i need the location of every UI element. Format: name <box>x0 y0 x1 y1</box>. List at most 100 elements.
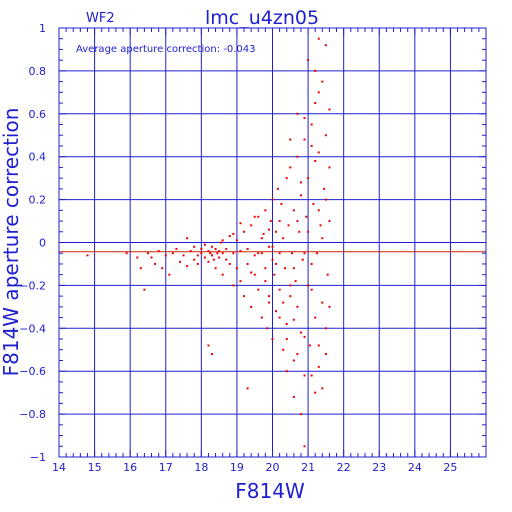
data-point <box>157 250 160 253</box>
data-point <box>235 239 238 242</box>
data-points <box>86 37 331 448</box>
data-point <box>303 117 306 120</box>
data-point <box>200 252 203 255</box>
data-point <box>232 252 235 255</box>
data-point <box>282 348 285 351</box>
data-point <box>324 353 327 356</box>
data-point <box>168 273 171 276</box>
data-point <box>266 327 269 330</box>
data-point <box>301 258 304 261</box>
data-point <box>321 237 324 240</box>
x-tick-label: 23 <box>372 461 386 474</box>
data-point <box>196 262 199 265</box>
data-point <box>278 220 281 223</box>
data-point <box>175 247 178 250</box>
data-point <box>161 267 164 270</box>
data-point <box>239 280 242 283</box>
data-point <box>317 37 320 40</box>
data-point <box>207 260 210 263</box>
data-point <box>196 254 199 257</box>
y-tick-label: −1 <box>30 451 46 464</box>
data-point <box>282 237 285 240</box>
data-point <box>299 181 302 184</box>
data-point <box>303 335 306 338</box>
y-tick-label: 1 <box>39 22 46 35</box>
y-tick-label: −0.8 <box>19 408 46 421</box>
data-point <box>317 344 320 347</box>
data-point <box>317 91 320 94</box>
data-point <box>324 198 327 201</box>
data-point <box>136 256 139 259</box>
data-point <box>186 265 189 268</box>
y-tick-labels: −1 −0.8 −0.6 −0.4 −0.2 0 0.2 0.4 0.6 0.8 1 <box>19 22 46 464</box>
data-point <box>267 245 270 248</box>
data-point <box>214 267 217 270</box>
data-point <box>207 344 210 347</box>
data-point <box>257 215 260 218</box>
data-point <box>310 144 313 147</box>
data-point <box>246 387 249 390</box>
data-point <box>314 102 317 105</box>
y-tick-label: −0.2 <box>19 279 46 292</box>
data-point <box>296 353 299 356</box>
x-tick-label: 17 <box>159 461 173 474</box>
data-point <box>253 273 256 276</box>
data-point <box>271 245 274 248</box>
data-point <box>310 374 313 377</box>
data-point <box>225 247 228 250</box>
data-point <box>193 258 196 261</box>
data-point <box>171 252 174 255</box>
data-point <box>228 235 231 238</box>
data-point <box>317 209 320 212</box>
data-point <box>275 230 278 233</box>
data-point <box>314 391 317 394</box>
data-point <box>282 301 285 304</box>
data-point <box>257 252 260 255</box>
data-point <box>315 252 318 255</box>
x-tick-label: 25 <box>443 461 457 474</box>
data-point <box>262 232 265 235</box>
data-point <box>328 166 331 169</box>
data-point <box>321 387 324 390</box>
data-point <box>307 177 310 180</box>
data-point <box>303 374 306 377</box>
data-point <box>200 247 203 250</box>
data-point <box>275 262 278 265</box>
data-point <box>328 220 331 223</box>
y-tick-label: 0.8 <box>29 65 47 78</box>
data-point <box>289 295 292 298</box>
data-point <box>246 262 249 265</box>
data-point <box>321 80 324 83</box>
data-point <box>218 250 221 253</box>
data-point <box>278 252 281 255</box>
x-tick-label: 21 <box>301 461 315 474</box>
data-point <box>211 245 214 248</box>
data-point <box>257 288 260 291</box>
data-point <box>287 224 290 227</box>
x-tick-label: 15 <box>88 461 102 474</box>
data-point <box>260 316 263 319</box>
y-axis-label: F814W aperture correction <box>0 108 23 377</box>
data-point <box>264 209 267 212</box>
data-point <box>276 187 279 190</box>
data-point <box>189 250 192 253</box>
data-point <box>139 267 142 270</box>
y-tick-label: 0.2 <box>29 194 47 207</box>
tick-marks <box>58 27 487 458</box>
data-point <box>296 220 299 223</box>
y-tick-label: 0.4 <box>29 151 47 164</box>
y-tick-label: 0.6 <box>29 108 47 121</box>
data-point <box>221 252 224 255</box>
data-point <box>323 187 326 190</box>
data-point <box>310 288 313 291</box>
data-point <box>260 237 263 240</box>
data-point <box>303 138 306 141</box>
data-point <box>291 252 294 255</box>
data-point <box>154 262 157 265</box>
chart-title: lmc_u4zn05 <box>205 7 319 29</box>
data-point <box>292 359 295 362</box>
data-point <box>218 256 221 259</box>
data-point <box>250 224 253 227</box>
data-point <box>292 267 295 270</box>
x-tick-label: 22 <box>337 461 351 474</box>
